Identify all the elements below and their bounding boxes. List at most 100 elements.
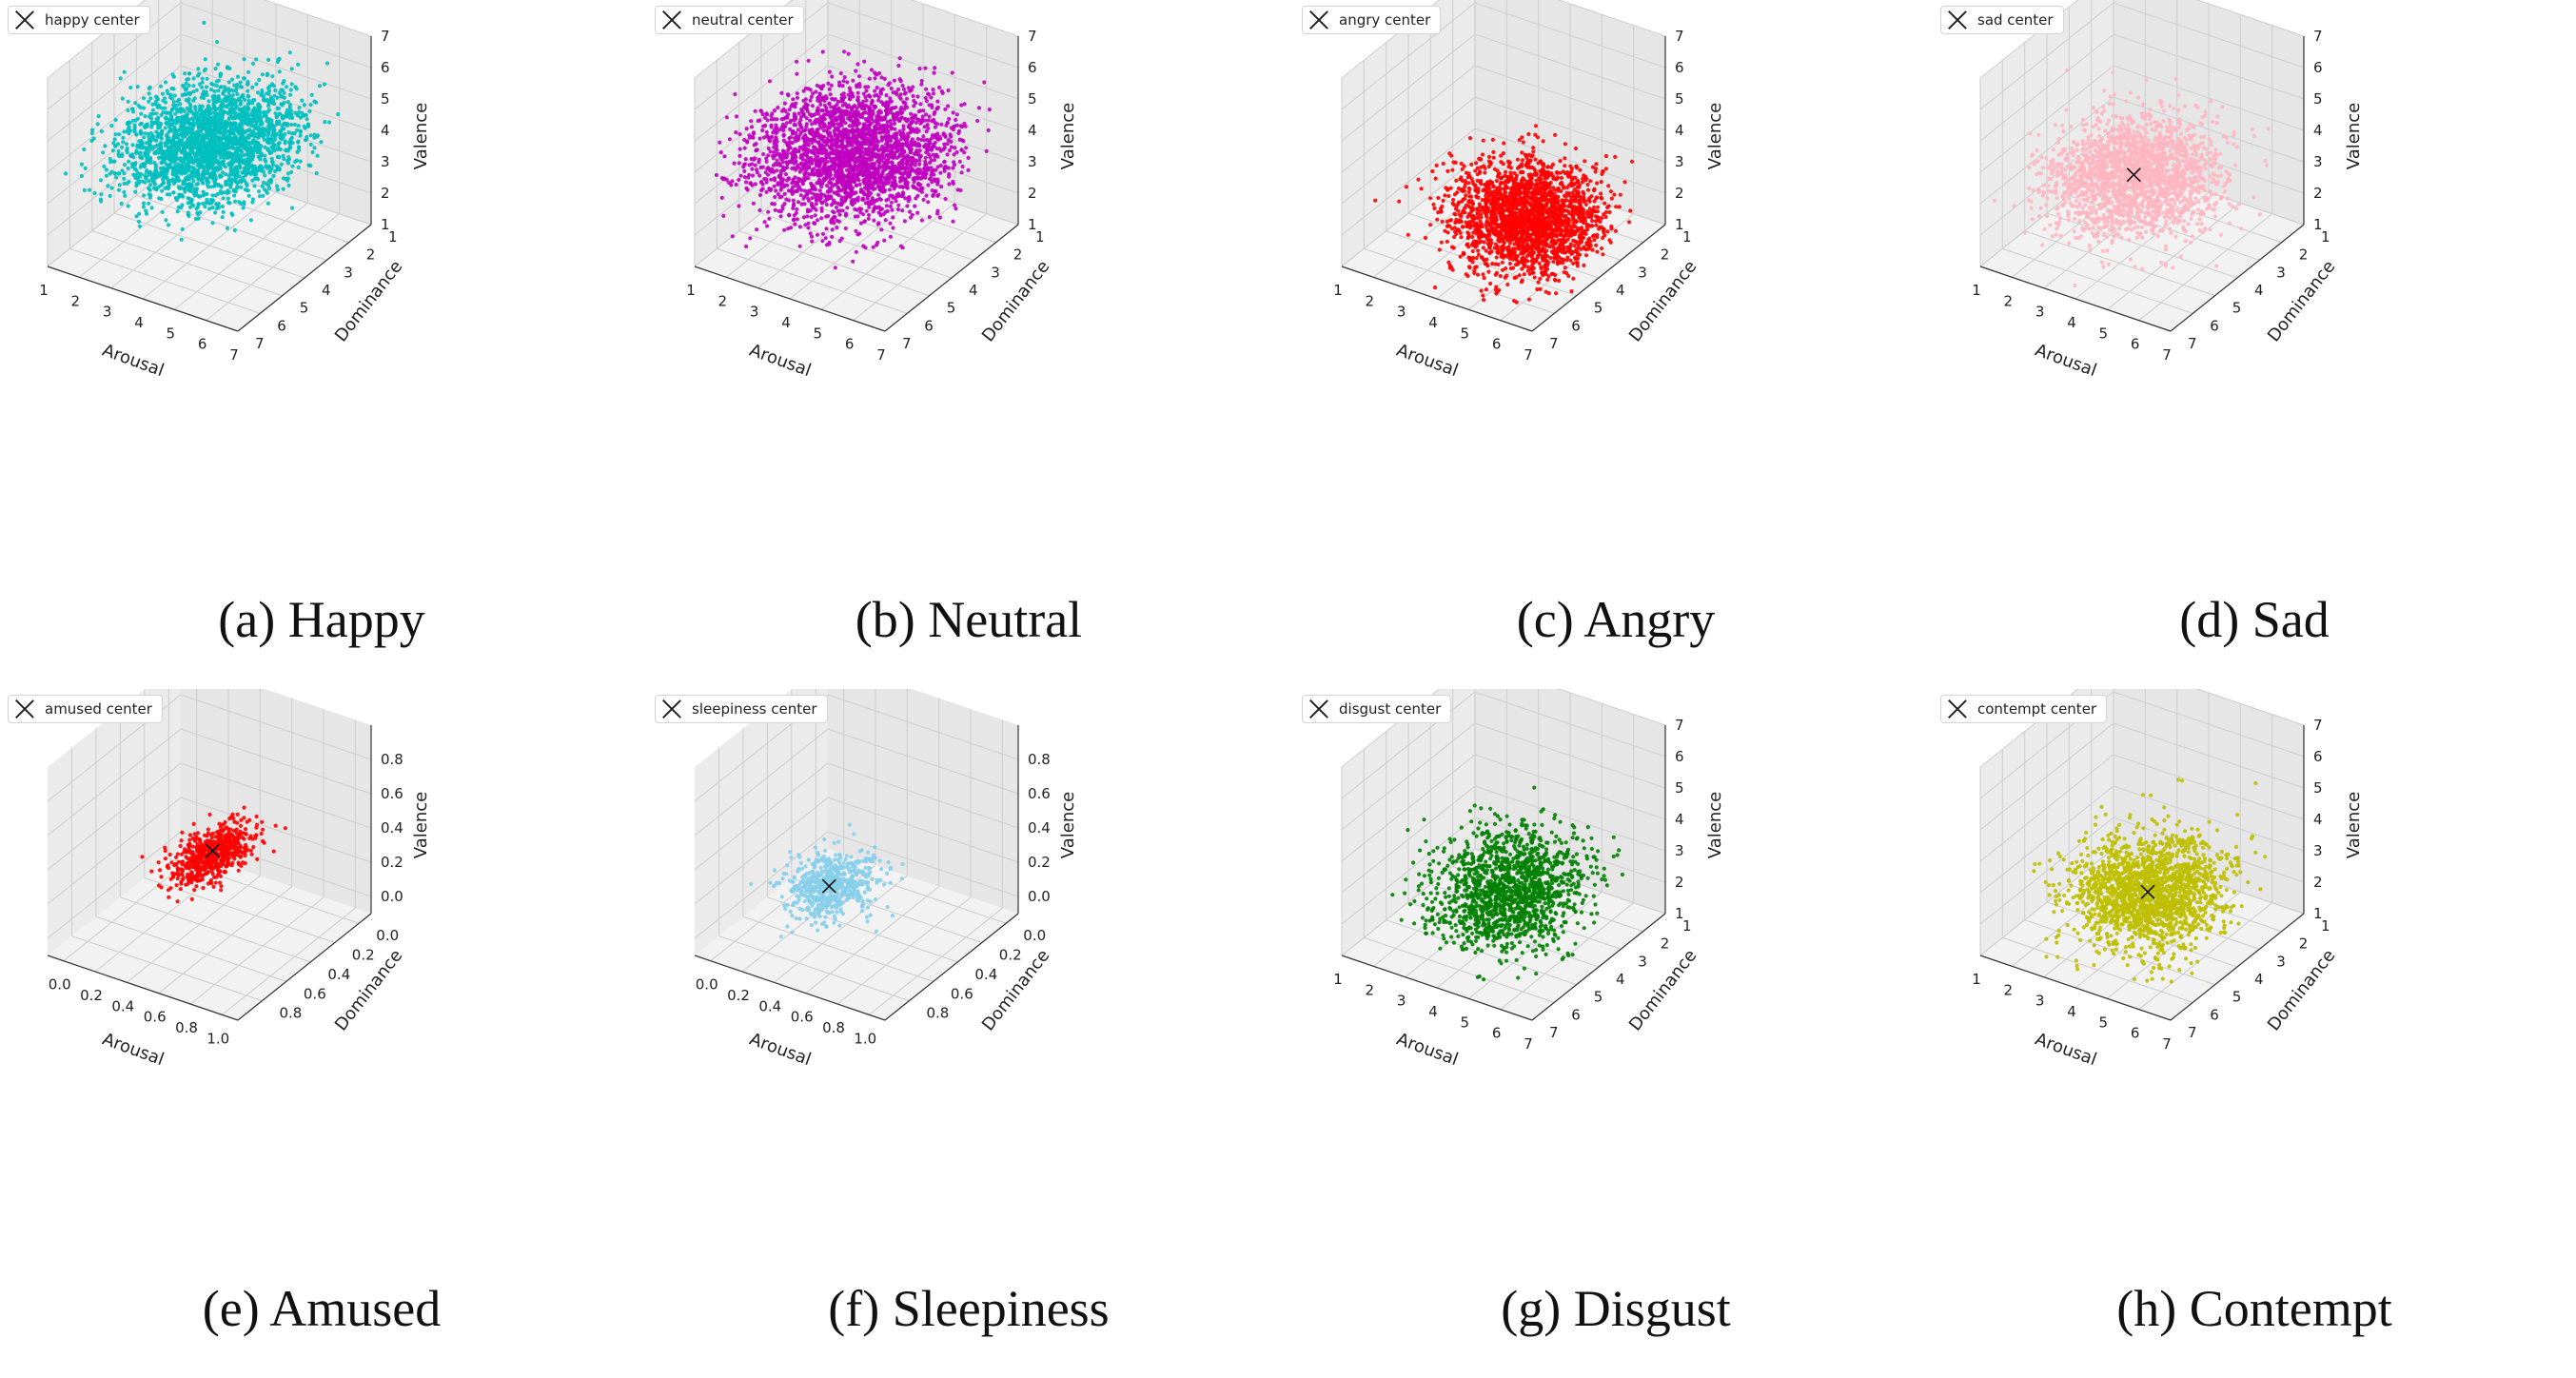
z-tick-label: 2	[381, 185, 390, 202]
data-point	[270, 133, 275, 138]
data-point	[863, 103, 868, 108]
data-point	[241, 121, 246, 126]
data-point	[235, 74, 241, 79]
data-point	[206, 166, 211, 170]
data-point	[743, 180, 749, 185]
data-point	[794, 210, 798, 215]
data-point	[803, 147, 808, 151]
data-point	[912, 98, 916, 103]
data-point	[191, 76, 196, 81]
data-point	[859, 188, 864, 194]
data-point	[240, 113, 245, 119]
data-point	[933, 125, 937, 129]
data-point	[179, 131, 185, 136]
data-point	[760, 128, 765, 133]
data-point	[722, 154, 727, 159]
data-point	[265, 72, 269, 78]
data-point	[826, 81, 831, 86]
data-point	[884, 204, 889, 208]
data-point	[738, 173, 743, 178]
data-point	[737, 131, 742, 137]
data-point	[277, 69, 282, 74]
data-point	[192, 96, 197, 101]
data-point	[888, 204, 893, 208]
data-point	[196, 202, 202, 207]
data-point	[142, 193, 147, 198]
data-point	[167, 117, 172, 122]
data-point	[238, 153, 243, 158]
data-point	[858, 221, 864, 226]
data-point	[737, 161, 741, 166]
data-point	[837, 212, 842, 217]
data-point	[211, 100, 216, 105]
data-point	[133, 161, 138, 166]
data-point	[836, 150, 841, 155]
data-point	[240, 144, 245, 148]
data-point	[891, 226, 895, 230]
data-point	[896, 203, 901, 207]
data-point	[818, 126, 823, 130]
data-point	[875, 167, 879, 172]
data-point	[213, 193, 218, 198]
data-point	[749, 119, 754, 124]
data-point	[855, 85, 859, 89]
data-point	[110, 148, 115, 153]
data-point	[149, 173, 154, 178]
data-point	[248, 218, 253, 223]
data-point	[919, 189, 924, 194]
data-point	[877, 108, 882, 113]
data-point	[772, 108, 777, 113]
data-point	[293, 85, 298, 89]
data-point	[862, 59, 867, 64]
data-point	[180, 92, 185, 97]
data-point	[930, 105, 934, 109]
data-point	[270, 74, 275, 79]
data-point	[239, 149, 245, 154]
data-point	[937, 85, 942, 90]
data-point	[870, 162, 875, 167]
data-point	[164, 156, 168, 161]
data-point	[150, 179, 155, 184]
data-point	[788, 188, 793, 193]
data-point	[163, 106, 167, 110]
data-point	[914, 129, 919, 134]
data-point	[848, 95, 853, 100]
data-point	[187, 146, 192, 151]
data-point	[300, 98, 305, 103]
data-point	[724, 115, 729, 120]
data-point	[323, 120, 327, 125]
data-point	[120, 145, 125, 149]
data-point	[855, 117, 859, 122]
data-point	[135, 85, 140, 89]
data-point	[774, 147, 778, 151]
data-point	[237, 174, 242, 179]
data-point	[295, 128, 300, 132]
data-point	[888, 96, 893, 101]
data-point	[156, 126, 161, 130]
data-point	[867, 205, 872, 209]
data-point	[954, 117, 958, 123]
data-point	[894, 105, 898, 109]
data-point	[876, 221, 881, 226]
data-point	[174, 103, 179, 108]
data-point	[112, 137, 117, 142]
data-point	[714, 172, 718, 178]
data-point	[779, 108, 785, 113]
data-point	[265, 201, 270, 206]
data-point	[764, 177, 769, 182]
data-point	[806, 58, 811, 63]
data-point	[274, 164, 279, 168]
data-point	[765, 133, 770, 138]
data-point	[192, 167, 197, 171]
data-point	[281, 153, 285, 158]
data-point	[866, 216, 871, 221]
grid-z-back	[827, 128, 1019, 194]
data-point	[267, 150, 272, 156]
data-point	[104, 167, 109, 172]
data-point	[895, 207, 900, 212]
data-point	[795, 59, 799, 64]
data-point	[900, 193, 905, 199]
data-point	[832, 151, 836, 156]
data-point	[782, 101, 787, 106]
data-point	[806, 226, 811, 230]
